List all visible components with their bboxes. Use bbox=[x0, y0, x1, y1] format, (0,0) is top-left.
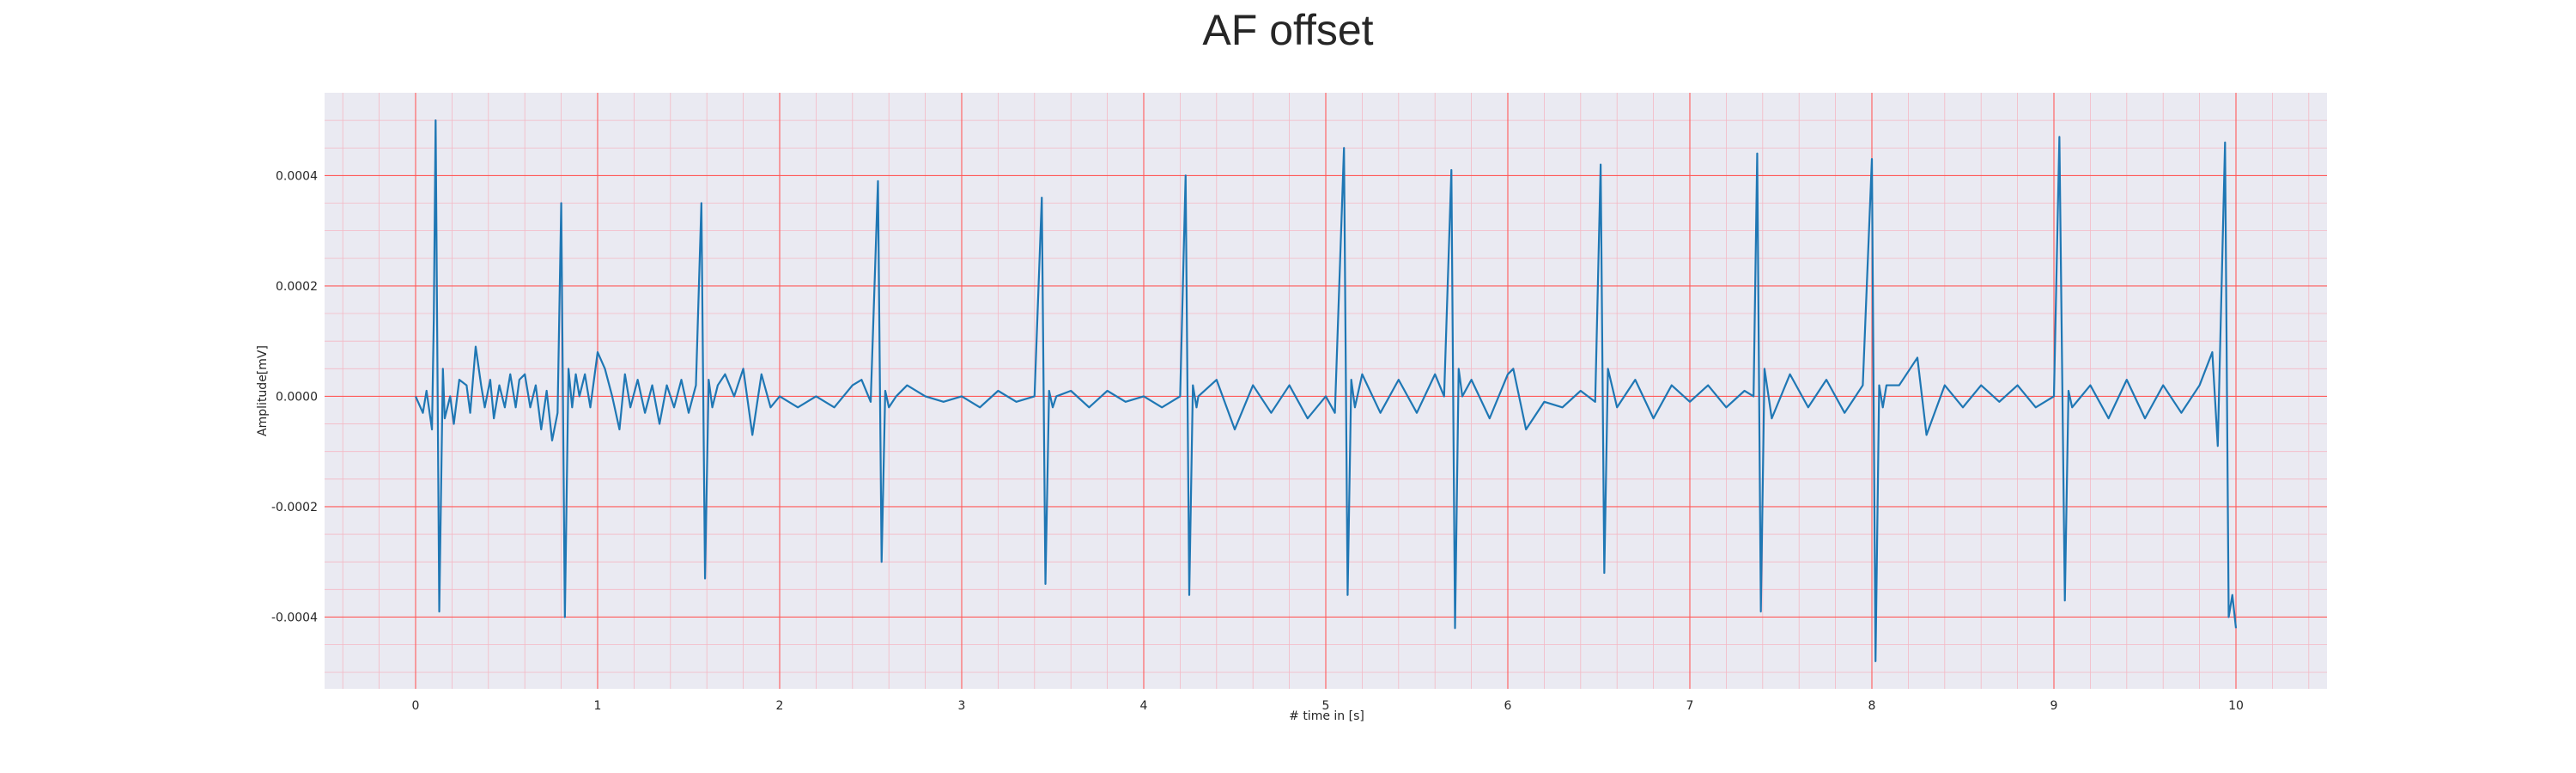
y-tick-label: 0.0002 bbox=[276, 280, 318, 294]
x-tick-labels: 0 1 2 3 4 5 6 7 8 9 10 bbox=[412, 699, 2244, 713]
chart-title: AF offset bbox=[1202, 6, 1373, 54]
x-tick-label: 2 bbox=[776, 699, 784, 713]
x-tick-label: 7 bbox=[1686, 699, 1694, 713]
y-tick-label: -0.0004 bbox=[271, 611, 318, 624]
y-tick-label: 0.0000 bbox=[276, 390, 318, 404]
y-tick-label: 0.0004 bbox=[276, 169, 318, 183]
x-axis-label: # time in [s] bbox=[1289, 709, 1364, 723]
x-tick-label: 5 bbox=[1322, 699, 1330, 713]
x-tick-label: 8 bbox=[1868, 699, 1876, 713]
x-tick-label: 3 bbox=[958, 699, 966, 713]
x-tick-label: 9 bbox=[2050, 699, 2058, 713]
x-tick-label: 0 bbox=[412, 699, 420, 713]
x-tick-label: 4 bbox=[1140, 699, 1148, 713]
y-tick-labels: -0.0004 -0.0002 0.0000 0.0002 0.0004 bbox=[271, 169, 318, 624]
series-line bbox=[414, 119, 2238, 662]
x-tick-label: 10 bbox=[2228, 699, 2244, 713]
y-axis-label: Amplitude[mV] bbox=[256, 345, 270, 436]
x-tick-label: 6 bbox=[1504, 699, 1512, 713]
major-grid bbox=[325, 93, 2327, 689]
x-tick-label: 1 bbox=[594, 699, 602, 713]
series-layer bbox=[414, 119, 2238, 662]
y-tick-label: -0.0002 bbox=[271, 501, 318, 514]
